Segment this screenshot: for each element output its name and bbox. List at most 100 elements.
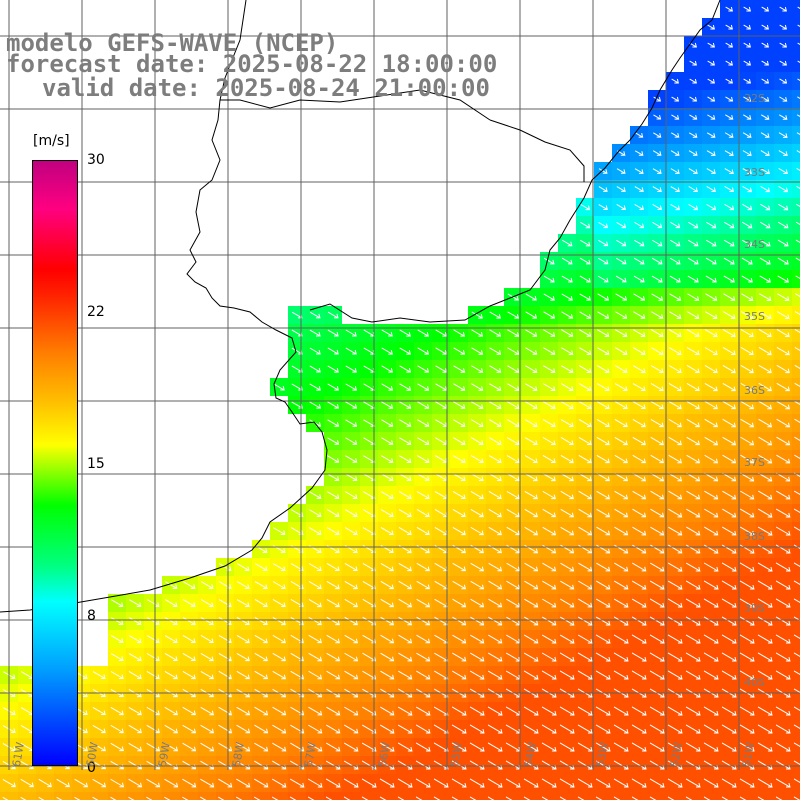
wind-arrow <box>685 598 701 608</box>
wind-arrow <box>706 132 716 138</box>
wind-arrow <box>128 599 142 607</box>
wind-speed-cell <box>18 792 36 800</box>
wind-arrow <box>778 203 789 211</box>
wind-arrow <box>631 598 647 608</box>
wind-speed-cell <box>792 630 800 648</box>
wind-arrow <box>470 652 485 662</box>
wind-arrow <box>380 706 395 716</box>
wind-arrow <box>416 509 430 518</box>
wind-arrow <box>631 670 647 680</box>
wind-arrow <box>272 652 286 662</box>
wind-arrow <box>651 275 663 283</box>
wind-arrow <box>289 796 297 800</box>
wind-arrow <box>38 778 52 788</box>
wind-arrow <box>164 778 179 788</box>
wind-arrow <box>415 724 431 734</box>
wind-arrow <box>417 383 430 391</box>
wind-speed-cell <box>306 792 324 800</box>
wind-arrow <box>614 347 628 355</box>
wind-arrow <box>580 203 591 211</box>
wind-arrow <box>705 275 717 283</box>
wind-arrow <box>542 455 556 464</box>
wind-arrow <box>740 329 754 338</box>
wind-arrow <box>775 526 791 536</box>
wind-arrow <box>669 293 682 301</box>
wind-arrow <box>452 652 467 662</box>
wind-arrow <box>757 508 773 518</box>
wind-arrow <box>598 221 609 229</box>
wind-arrow <box>74 796 81 800</box>
wind-arrow <box>344 724 359 734</box>
wind-arrow <box>739 706 755 716</box>
wind-arrow <box>577 670 593 680</box>
wind-arrow <box>649 598 665 608</box>
wind-arrow <box>435 365 448 373</box>
wind-arrow <box>596 472 610 482</box>
wind-arrow <box>793 562 800 567</box>
wind-arrow <box>598 239 609 247</box>
wind-arrow <box>327 383 339 391</box>
wind-arrow <box>632 490 647 500</box>
wind-arrow <box>345 401 358 409</box>
wind-arrow <box>595 598 611 608</box>
wind-arrow <box>779 60 788 66</box>
wind-arrow <box>685 724 701 734</box>
wind-arrow <box>453 401 466 409</box>
wind-arrow <box>776 293 790 301</box>
wind-arrow <box>452 437 466 445</box>
wind-arrow <box>471 311 483 319</box>
wind-arrow <box>761 42 770 48</box>
wind-arrow <box>579 329 592 337</box>
wind-arrow <box>146 653 160 662</box>
wind-arrow <box>760 132 770 138</box>
wind-arrow <box>685 742 701 752</box>
wind-arrow <box>686 347 700 355</box>
wind-arrow <box>344 563 358 572</box>
wind-arrow <box>721 706 737 716</box>
wind-arrow <box>596 580 611 590</box>
wind-arrow <box>110 796 117 800</box>
wind-arrow <box>559 670 575 680</box>
wind-arrow <box>254 742 269 752</box>
wind-arrow <box>236 670 250 680</box>
wind-arrow <box>775 706 791 716</box>
wind-arrow <box>650 418 664 428</box>
wind-arrow <box>598 186 608 192</box>
wind-arrow <box>200 778 215 788</box>
wind-arrow <box>453 329 466 337</box>
wind-speed-cell <box>378 792 396 800</box>
wind-arrow <box>739 670 755 680</box>
wind-arrow <box>200 581 214 589</box>
wind-arrow <box>722 436 737 446</box>
wind-arrow <box>759 293 772 301</box>
wind-arrow <box>776 418 791 428</box>
wind-arrow <box>451 796 459 800</box>
wind-arrow <box>110 706 124 716</box>
wind-arrow <box>743 24 752 30</box>
wind-arrow <box>488 491 502 500</box>
wind-arrow <box>200 706 214 716</box>
wind-arrow <box>345 455 358 463</box>
wind-speed-cell <box>792 594 800 612</box>
wind-arrow <box>776 400 791 410</box>
wind-arrow <box>523 634 539 644</box>
wind-arrow <box>794 328 800 333</box>
wind-arrow <box>578 454 592 464</box>
wind-arrow <box>776 311 790 319</box>
wind-arrow <box>793 598 800 603</box>
wind-arrow <box>778 150 788 156</box>
wind-arrow <box>707 96 716 102</box>
wind-arrow <box>327 419 340 427</box>
wind-arrow <box>632 383 646 391</box>
wind-arrow <box>254 599 268 608</box>
wind-arrow <box>723 293 736 301</box>
wind-arrow <box>724 221 735 229</box>
wind-arrow <box>740 508 755 518</box>
wind-arrow <box>218 742 233 752</box>
wind-arrow <box>182 796 189 800</box>
wind-arrow <box>653 96 662 102</box>
wind-arrow <box>560 455 574 464</box>
wind-arrow <box>344 670 359 680</box>
wind-arrow <box>578 508 593 518</box>
wind-arrow <box>670 186 680 192</box>
